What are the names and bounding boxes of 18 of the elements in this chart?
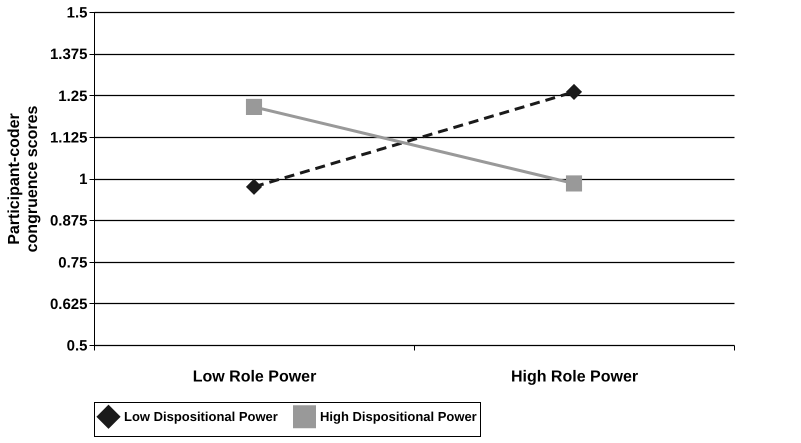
- point: [246, 98, 262, 115]
- y-tick-label: 1.25: [58, 88, 88, 105]
- y-tick-label: 0.75: [58, 254, 88, 272]
- y-axis-title: Participant-coder congruence scores: [6, 106, 41, 252]
- y-tick-label: 1.5: [66, 4, 88, 22]
- y-tick-label: 0.875: [50, 212, 88, 230]
- x-tick-label: Low Role Power: [192, 368, 316, 386]
- point: [566, 84, 582, 100]
- point: [566, 175, 582, 192]
- y-tick-label: 1.125: [50, 129, 88, 146]
- legend-label: Low Dispositional Power: [124, 408, 278, 424]
- y-tick-label: 1.375: [50, 46, 88, 64]
- y-tick-label: 0.625: [50, 296, 88, 313]
- legend-label: High Dispositional Power: [320, 408, 477, 424]
- y-tick-label: 0.5: [66, 338, 88, 354]
- y-tick-label: 1: [79, 171, 88, 188]
- x-tick-label: High Role Power: [510, 368, 638, 386]
- point: [246, 178, 262, 195]
